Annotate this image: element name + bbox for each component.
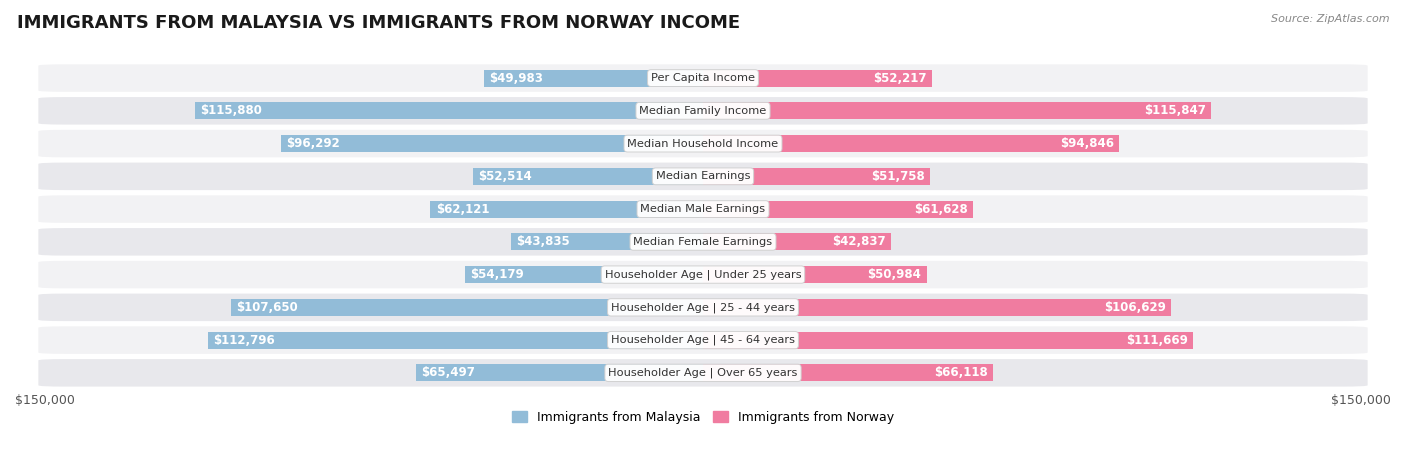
Bar [703,234,891,250]
Text: $43,835: $43,835 [516,235,569,248]
Text: $115,880: $115,880 [200,104,262,117]
Bar [465,266,703,283]
FancyBboxPatch shape [38,130,1368,157]
Text: $65,497: $65,497 [420,366,475,379]
Text: Householder Age | 25 - 44 years: Householder Age | 25 - 44 years [612,302,794,312]
Bar [231,299,703,316]
Text: Median Earnings: Median Earnings [655,171,751,181]
Text: $51,758: $51,758 [872,170,925,183]
Text: $112,796: $112,796 [214,333,276,347]
Bar [194,102,703,120]
Text: Per Capita Income: Per Capita Income [651,73,755,83]
Text: Median Family Income: Median Family Income [640,106,766,116]
Bar [703,102,1211,120]
Text: $49,983: $49,983 [489,71,543,85]
Text: $54,179: $54,179 [471,268,524,281]
FancyBboxPatch shape [38,163,1368,190]
Bar [484,70,703,86]
FancyBboxPatch shape [38,294,1368,321]
Text: Source: ZipAtlas.com: Source: ZipAtlas.com [1271,14,1389,24]
FancyBboxPatch shape [38,195,1368,223]
Text: Householder Age | Under 25 years: Householder Age | Under 25 years [605,269,801,280]
Text: $50,984: $50,984 [868,268,921,281]
Bar [208,332,703,348]
Bar [510,234,703,250]
FancyBboxPatch shape [38,359,1368,387]
Text: $115,847: $115,847 [1144,104,1206,117]
Bar [703,266,927,283]
Bar [416,364,703,382]
Text: $107,650: $107,650 [236,301,298,314]
Bar [703,135,1119,152]
Legend: Immigrants from Malaysia, Immigrants from Norway: Immigrants from Malaysia, Immigrants fro… [508,406,898,429]
Text: $42,837: $42,837 [832,235,886,248]
Text: Median Male Earnings: Median Male Earnings [641,204,765,214]
Text: Householder Age | 45 - 64 years: Householder Age | 45 - 64 years [612,335,794,346]
Text: IMMIGRANTS FROM MALAYSIA VS IMMIGRANTS FROM NORWAY INCOME: IMMIGRANTS FROM MALAYSIA VS IMMIGRANTS F… [17,14,740,32]
Bar [703,200,973,218]
Bar [703,332,1192,348]
Bar [703,299,1171,316]
Text: Householder Age | Over 65 years: Householder Age | Over 65 years [609,368,797,378]
Text: $52,514: $52,514 [478,170,531,183]
Bar [703,364,993,382]
Text: $62,121: $62,121 [436,203,489,216]
Bar [472,168,703,185]
FancyBboxPatch shape [38,261,1368,288]
Bar [430,200,703,218]
FancyBboxPatch shape [38,326,1368,354]
Bar [281,135,703,152]
Text: Median Female Earnings: Median Female Earnings [634,237,772,247]
Bar [703,168,929,185]
Text: $61,628: $61,628 [914,203,969,216]
Text: $66,118: $66,118 [934,366,988,379]
Text: $106,629: $106,629 [1104,301,1166,314]
Text: $111,669: $111,669 [1126,333,1188,347]
Text: $52,217: $52,217 [873,71,927,85]
Bar [703,70,932,86]
FancyBboxPatch shape [38,228,1368,255]
Text: Median Household Income: Median Household Income [627,139,779,149]
FancyBboxPatch shape [38,97,1368,125]
Text: $94,846: $94,846 [1060,137,1114,150]
Text: $96,292: $96,292 [285,137,340,150]
FancyBboxPatch shape [38,64,1368,92]
